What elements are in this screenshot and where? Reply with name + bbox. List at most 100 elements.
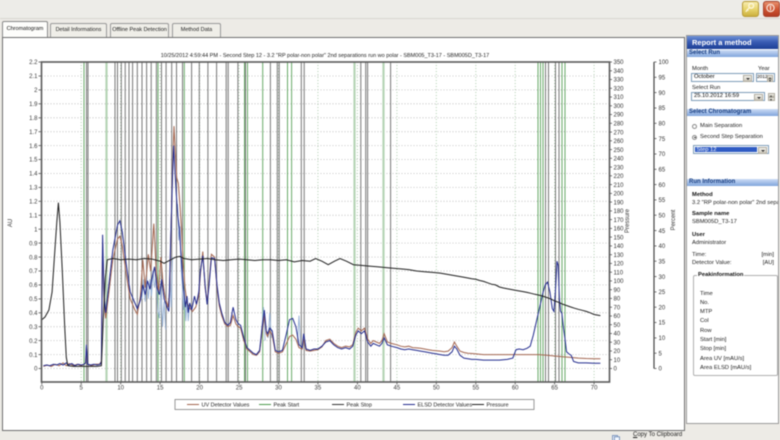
svg-text:180: 180 [614, 209, 625, 215]
svg-text:110: 110 [614, 270, 624, 276]
svg-text:30: 30 [614, 340, 621, 346]
svg-text:0.7: 0.7 [29, 269, 38, 275]
svg-text:1.4: 1.4 [29, 172, 38, 178]
svg-text:55: 55 [659, 198, 666, 204]
svg-text:130: 130 [614, 253, 625, 259]
svg-text:Peak Start: Peak Start [274, 403, 300, 409]
svg-text:0.9: 0.9 [29, 241, 38, 247]
svg-text:200: 200 [614, 192, 625, 198]
svg-text:15: 15 [157, 386, 164, 392]
svg-text:240: 240 [614, 157, 625, 163]
svg-text:10/25/2012 4:59:44 PM - Second: 10/25/2012 4:59:44 PM - Second Step 12 -… [161, 53, 490, 59]
svg-text:150: 150 [614, 235, 625, 241]
svg-text:20: 20 [196, 386, 203, 392]
svg-text:100: 100 [614, 279, 625, 285]
svg-text:85: 85 [659, 106, 666, 112]
svg-text:60: 60 [512, 386, 519, 392]
svg-text:2.2: 2.2 [29, 60, 38, 66]
svg-text:15: 15 [659, 321, 666, 327]
svg-text:65: 65 [659, 168, 666, 174]
svg-text:160: 160 [614, 227, 625, 233]
svg-text:230: 230 [614, 165, 625, 171]
svg-text:35: 35 [659, 259, 666, 265]
svg-text:2: 2 [34, 88, 38, 94]
svg-text:280: 280 [614, 122, 625, 128]
svg-text:50: 50 [433, 386, 440, 392]
svg-text:70: 70 [659, 152, 666, 158]
svg-text:0.4: 0.4 [29, 311, 38, 317]
svg-text:1.6: 1.6 [29, 144, 38, 150]
svg-text:190: 190 [614, 200, 625, 206]
svg-text:80: 80 [659, 122, 666, 128]
svg-text:Peak Stop: Peak Stop [347, 403, 372, 409]
svg-text:25: 25 [236, 386, 243, 392]
svg-text:0.1: 0.1 [29, 353, 38, 359]
svg-text:65: 65 [551, 386, 558, 392]
svg-text:25: 25 [659, 290, 666, 296]
svg-text:55: 55 [472, 386, 479, 392]
svg-text:260: 260 [614, 139, 625, 145]
svg-text:95: 95 [659, 76, 666, 82]
svg-text:1.3: 1.3 [29, 186, 38, 192]
svg-text:310: 310 [614, 95, 625, 101]
svg-text:40: 40 [354, 386, 361, 392]
svg-text:5: 5 [80, 386, 84, 392]
svg-text:10: 10 [659, 336, 666, 342]
svg-text:0: 0 [34, 367, 38, 373]
svg-text:0.6: 0.6 [29, 283, 38, 289]
svg-text:Pressure: Pressure [625, 208, 631, 233]
svg-text:1.5: 1.5 [29, 158, 38, 164]
svg-text:0.5: 0.5 [29, 297, 38, 303]
svg-text:50: 50 [659, 213, 666, 219]
svg-text:1.1: 1.1 [29, 214, 38, 220]
svg-text:220: 220 [614, 174, 625, 180]
svg-text:0: 0 [659, 367, 663, 373]
svg-text:10: 10 [614, 358, 621, 364]
svg-text:2.1: 2.1 [29, 74, 38, 80]
svg-text:1.2: 1.2 [29, 200, 38, 206]
svg-text:40: 40 [614, 332, 621, 338]
svg-text:75: 75 [659, 137, 666, 143]
svg-text:80: 80 [614, 297, 621, 303]
svg-text:330: 330 [614, 78, 625, 84]
svg-text:0: 0 [614, 367, 618, 373]
svg-text:1.9: 1.9 [29, 102, 38, 108]
svg-text:270: 270 [614, 130, 625, 136]
svg-text:20: 20 [659, 305, 666, 311]
svg-text:100: 100 [659, 60, 670, 66]
svg-text:320: 320 [614, 87, 625, 93]
svg-text:AU: AU [8, 219, 14, 227]
svg-text:ELSD Detector Values: ELSD Detector Values [418, 403, 473, 409]
svg-text:35: 35 [315, 386, 322, 392]
svg-text:10: 10 [117, 386, 124, 392]
svg-text:Pressure: Pressure [487, 403, 509, 409]
svg-text:340: 340 [614, 69, 625, 75]
svg-text:1.7: 1.7 [29, 130, 38, 136]
svg-text:140: 140 [614, 244, 625, 250]
svg-text:300: 300 [614, 104, 625, 110]
svg-text:0: 0 [40, 386, 44, 392]
svg-text:1: 1 [34, 227, 38, 233]
svg-text:210: 210 [614, 183, 625, 189]
svg-text:Percent: Percent [671, 209, 677, 230]
svg-text:50: 50 [614, 323, 621, 329]
svg-text:UV Detector Values: UV Detector Values [202, 403, 250, 409]
svg-text:90: 90 [659, 91, 666, 97]
svg-text:1.8: 1.8 [29, 116, 38, 122]
svg-text:90: 90 [614, 288, 621, 294]
svg-text:120: 120 [614, 262, 625, 268]
svg-text:290: 290 [614, 113, 625, 119]
svg-text:40: 40 [659, 244, 666, 250]
svg-text:30: 30 [275, 386, 282, 392]
svg-text:70: 70 [614, 305, 621, 311]
svg-text:60: 60 [614, 314, 621, 320]
svg-text:20: 20 [614, 349, 621, 355]
svg-text:30: 30 [659, 275, 666, 281]
svg-text:250: 250 [614, 148, 625, 154]
svg-text:350: 350 [614, 60, 625, 66]
svg-text:5: 5 [659, 351, 663, 357]
svg-text:0.2: 0.2 [29, 339, 38, 345]
svg-text:45: 45 [394, 386, 401, 392]
svg-text:0.3: 0.3 [29, 325, 38, 331]
svg-text:60: 60 [659, 183, 666, 189]
